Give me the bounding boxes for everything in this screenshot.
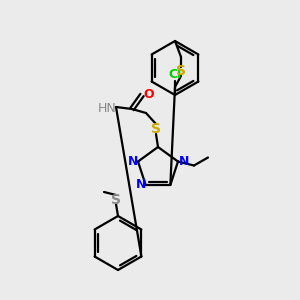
Text: HN: HN (98, 101, 116, 115)
Text: O: O (144, 88, 154, 101)
Text: N: N (179, 155, 189, 168)
Text: Cl: Cl (168, 68, 182, 82)
Text: S: S (111, 193, 121, 207)
Text: S: S (176, 64, 186, 78)
Text: N: N (128, 155, 138, 168)
Text: N: N (136, 178, 146, 191)
Text: S: S (151, 122, 161, 136)
